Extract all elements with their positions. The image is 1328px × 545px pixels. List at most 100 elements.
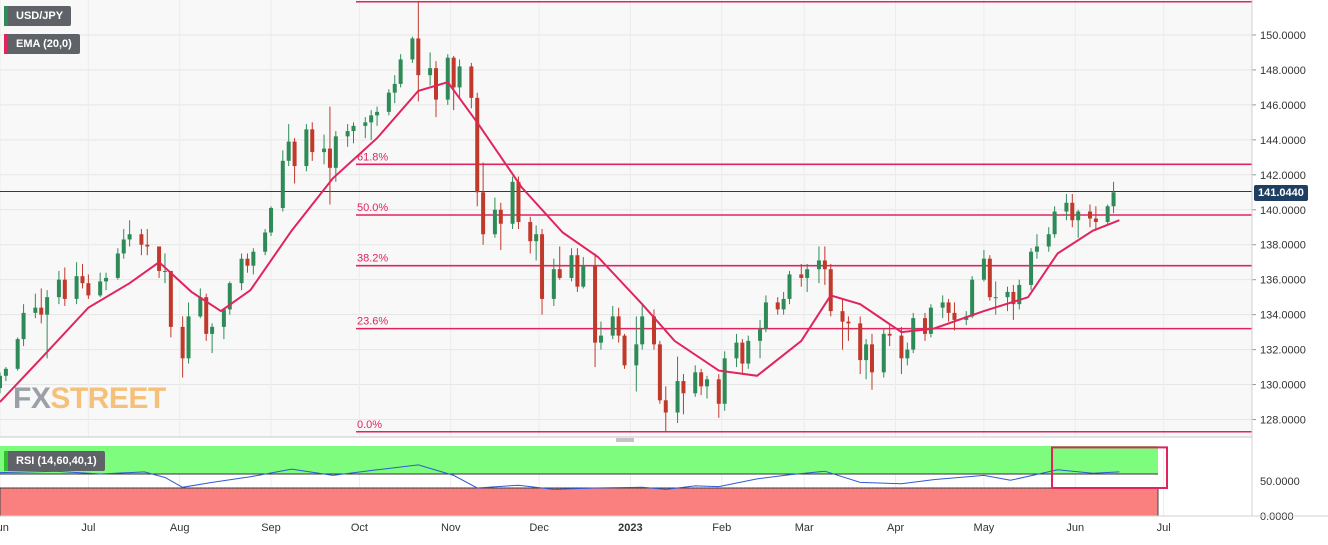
candle [722,351,727,411]
y-tick-label: 128.0000 [1260,415,1306,427]
candle [21,304,26,347]
candle-body [799,274,804,278]
symbol-legend-tag[interactable]: USD/JPY [4,6,72,26]
candle-body [734,342,739,359]
candle [333,131,338,182]
candle [569,248,574,282]
axis-labels: 128.0000 130.0000 132.0000 134.0000 136.0000… [0,30,1306,534]
candle [139,228,144,256]
candle-body [575,255,580,287]
candle [911,312,916,354]
candle-body [45,297,50,315]
candle-body [310,129,315,153]
candle-body [581,265,586,287]
ema-label: EMA (20,0) [16,38,72,50]
candle [80,263,85,289]
candle [923,312,928,341]
candle-body [699,372,704,387]
candle-body [787,274,792,299]
candle-body [333,136,338,168]
candle-body [923,318,928,334]
candle-body [946,302,951,313]
candle-body [98,281,103,296]
candle [1105,204,1110,226]
candle-body [693,372,698,394]
candle-body [840,311,845,322]
fibonacci-levels: 61.8% 50.0% 38.2% 23.6% 0.0% [0,0,1252,433]
candle-body [74,276,79,299]
fib-level-label: 50.0% [357,202,388,214]
rsi-legend-tag[interactable]: RSI (14,60,40,1) [4,451,105,471]
candle-body [1052,211,1057,235]
candle [1005,286,1010,312]
x-tick-label: Oct [351,522,368,534]
candle-body [970,279,975,317]
candle [369,110,374,140]
candle [593,253,598,368]
candle-body [993,297,998,299]
fxstreet-logo: FXSTREET [13,382,166,415]
fib-level-label: 38.2% [357,253,388,265]
candle-body [286,141,291,161]
candle [781,291,786,315]
candle [940,295,945,319]
candle-body [251,251,256,266]
fib-level-label: 0.0% [357,419,382,431]
candle-body [104,277,109,282]
candle [657,340,662,404]
candle-body [392,83,397,93]
candle [640,304,645,350]
candle [840,298,845,350]
candle-body [981,258,986,280]
candle [516,176,521,229]
candle-body [121,239,126,254]
candle [746,335,751,369]
panel-resize-handle[interactable] [616,438,634,442]
candle-body [1111,192,1116,207]
candle [345,124,350,147]
candle [1064,194,1069,221]
candle-body [651,316,656,345]
candle-body [227,283,232,310]
candle-body [457,66,462,88]
candle [634,316,639,392]
fib-level-label: 23.6% [357,316,388,328]
candle-body [716,379,721,404]
candle-body [534,234,539,242]
candle [534,225,539,261]
candle [221,309,226,340]
candle-body [475,97,480,193]
candle [104,272,109,291]
candle-body [657,344,662,401]
candle [1034,234,1039,259]
ema-legend-tag[interactable]: EMA (20,0) [4,34,80,54]
candle-body [180,326,185,359]
candle [1076,209,1081,238]
candle-body [887,333,892,336]
candle [716,374,721,418]
y-tick-label: 150.0000 [1260,30,1306,42]
candle-body [911,318,916,350]
candle [763,295,768,333]
candle-body [469,66,474,98]
candle [363,117,368,139]
x-tick-label: Feb [712,522,731,534]
candle [74,262,79,305]
candle-body [416,38,421,76]
candle-body [375,111,380,116]
candle-body [204,297,209,334]
fib-level-label: 61.8% [357,151,388,163]
candle-body [398,59,403,84]
x-tick-label: Jun [0,522,9,534]
candle-body [481,192,486,235]
candle [0,372,2,394]
candle-body [369,115,374,123]
candle [1111,181,1116,214]
candle-body [987,258,992,298]
candle-body [928,307,933,334]
candle [157,246,162,278]
candle-body [763,302,768,329]
candle [681,374,686,415]
y-tick-label: 144.0000 [1260,135,1306,147]
